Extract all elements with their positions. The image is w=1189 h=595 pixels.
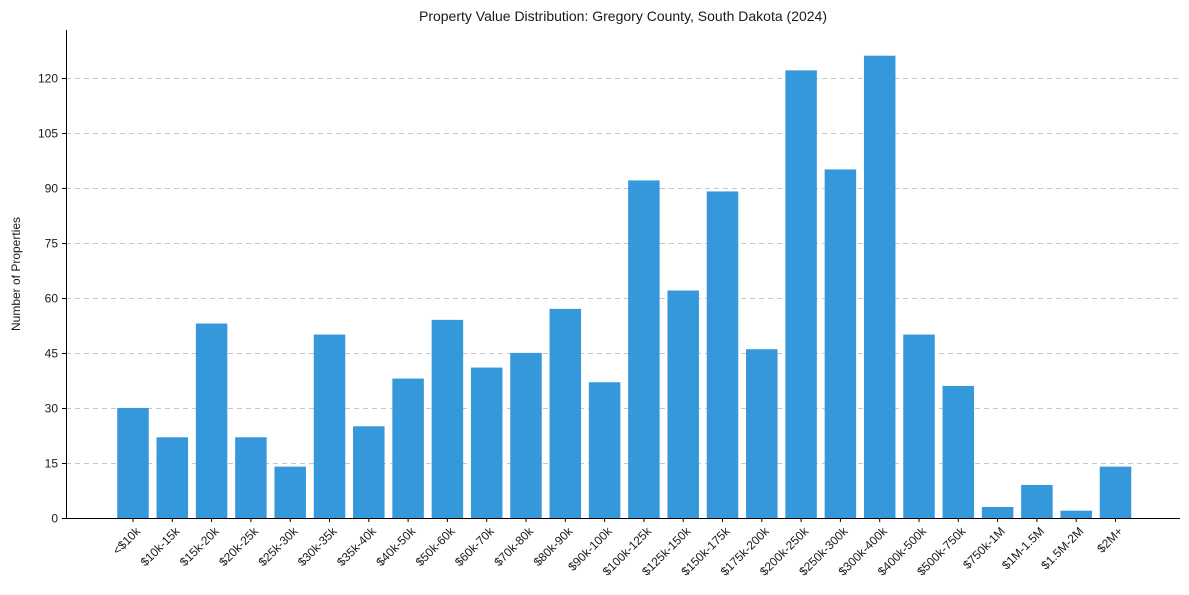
bar [903, 334, 935, 518]
bar [942, 385, 975, 518]
bar [510, 352, 542, 518]
x-tick-label: $35k-40k [334, 524, 380, 570]
x-tick-label: $60k-70k [452, 524, 498, 570]
bar [785, 70, 817, 518]
bar [706, 191, 739, 518]
bar [667, 290, 699, 518]
bar [235, 437, 267, 518]
x-tick-label: $1.5M-2M [1038, 524, 1086, 572]
x-tick-label: $50k-60k [413, 524, 459, 570]
bar [628, 180, 660, 518]
bar [353, 426, 385, 518]
bar [981, 506, 1014, 518]
y-tick-label: 105 [38, 127, 58, 141]
x-tick-label: $70k-80k [491, 524, 537, 570]
bars [117, 55, 1132, 519]
bar [431, 319, 464, 518]
x-ticks: <$10k$10k-15k$15k-20k$20k-25k$25k-30k$30… [110, 518, 1126, 578]
y-tick-label: 15 [45, 457, 59, 471]
y-tick-label: 0 [51, 512, 58, 526]
x-tick-label: $10k-15k [138, 524, 184, 570]
y-tick-label: 30 [45, 402, 59, 416]
bar [156, 437, 189, 518]
y-axis-label: Number of Properties [9, 217, 23, 331]
gridlines [66, 78, 1180, 464]
bar [195, 323, 228, 518]
y-tick-label: 90 [45, 182, 59, 196]
bar [1021, 484, 1053, 518]
y-tick-label: 45 [45, 347, 59, 361]
bar [117, 407, 149, 518]
chart-title: Property Value Distribution: Gregory Cou… [419, 8, 827, 24]
bar [863, 55, 896, 519]
x-tick-label: $15k-20k [177, 524, 223, 570]
x-tick-label: $25k-30k [256, 524, 302, 570]
axes [66, 30, 1180, 519]
x-tick-label: $2M+ [1094, 524, 1125, 555]
x-tick-label: $20k-25k [216, 524, 262, 570]
x-tick-label: <$10k [110, 524, 144, 558]
bar [1099, 466, 1132, 518]
bar [274, 466, 306, 518]
y-tick-label: 75 [45, 237, 59, 251]
bar [588, 382, 621, 518]
bar [313, 334, 346, 518]
x-tick-label: $30k-35k [295, 524, 341, 570]
y-tick-label: 120 [38, 72, 58, 86]
bar [746, 349, 778, 518]
bar [549, 308, 582, 518]
y-tick-label: 60 [45, 292, 59, 306]
bar [1060, 510, 1092, 518]
x-tick-label: $40k-50k [373, 524, 419, 570]
bar [824, 169, 857, 518]
bar [392, 378, 424, 518]
bar [470, 367, 503, 518]
y-ticks: 0 15 30 45 60 75 90 105 120 [38, 72, 66, 526]
